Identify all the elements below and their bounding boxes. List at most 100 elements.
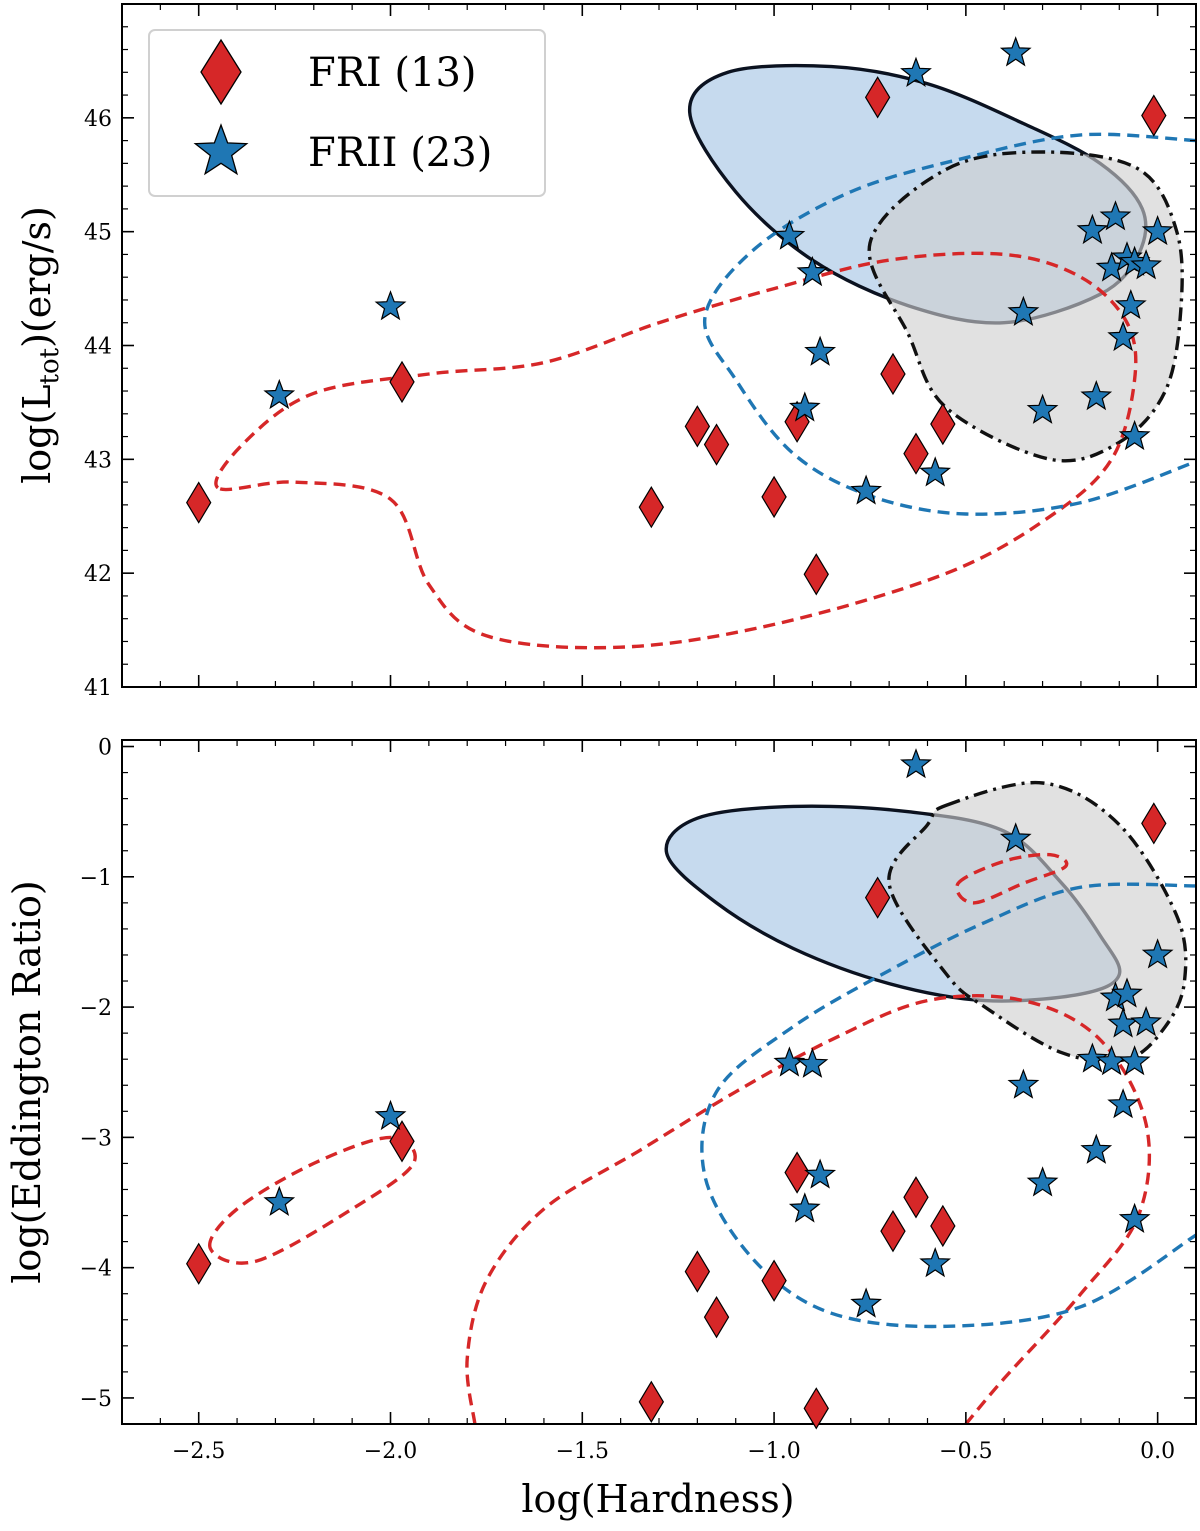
top-frii-point: [804, 335, 837, 366]
bottom-frii-point: [773, 1046, 806, 1077]
legend-label: FRII (23): [308, 130, 492, 176]
legend-frii-marker: [193, 123, 249, 176]
top-frii-point: [788, 391, 821, 422]
bottom-frii-point: [1080, 1133, 1113, 1164]
axes-layer: 41 42 43 44 45 46 −5 −4 −3 −2 −1 0 −2.5 −2.0 −1.5 −1.0 −…: [80, 3, 1197, 1464]
bottom-frii-point: [1007, 1068, 1040, 1099]
bottom-x-tick-label: −2.5: [172, 1439, 225, 1464]
top-frii-contour: [703, 132, 1196, 516]
bottom-fri-point: [930, 1204, 956, 1248]
bottom-frii-point: [1118, 1202, 1151, 1233]
bottom-fri-large-contour: [465, 994, 1152, 1424]
contour-layer: [208, 63, 1196, 1424]
bottom-fri-point: [186, 1242, 212, 1285]
bottom-fri-point: [903, 1176, 929, 1219]
bottom-x-tick-label: −0.5: [939, 1439, 992, 1464]
bottom-frii-point: [1111, 977, 1143, 1008]
top-frii-point: [1130, 249, 1163, 280]
bottom-frii-point: [1026, 1166, 1059, 1197]
top-frii-point: [1114, 288, 1147, 320]
bottom-fri-tiny-contour: [955, 852, 1069, 905]
bottom-fri-point: [761, 1259, 787, 1302]
top-y-tick-label: 43: [84, 448, 112, 473]
bottom-frii-point: [804, 1158, 837, 1189]
top-fri-point: [930, 402, 956, 446]
top-fri-contour: [214, 251, 1138, 650]
bottom-x-tick-label: −1.0: [747, 1439, 800, 1464]
bottom-y-axis-label: log(Eddington Ratio): [5, 880, 49, 1284]
top-frii-point: [374, 290, 407, 321]
top-fri-point: [186, 481, 212, 524]
top-y-axis-label: log(Ltot)(erg/s): [15, 206, 65, 484]
x-axis-label: log(Hardness): [521, 1477, 794, 1521]
bottom-x-tick-label: −1.5: [556, 1439, 609, 1464]
bottom-fri-point: [638, 1380, 665, 1424]
bottom-frii-point: [999, 822, 1032, 853]
bottom-y-tick-label: −5: [80, 1387, 112, 1412]
bottom-frii-point: [1107, 1088, 1140, 1119]
bottom-y-tick-label: −2: [80, 996, 112, 1021]
top-frii-point: [900, 56, 932, 87]
bottom-frii-point: [1130, 1005, 1163, 1037]
top-frii-point: [1118, 419, 1151, 451]
bottom-frii-point: [796, 1047, 829, 1078]
legend-box: [148, 29, 546, 197]
legend: FRI (13) FRII (23): [148, 29, 546, 197]
top-frii-point: [1111, 241, 1143, 272]
top-fri-point: [389, 360, 415, 404]
top-frii-point: [1076, 213, 1109, 245]
points-layer: [186, 36, 1174, 1430]
bottom-frii-point: [374, 1099, 407, 1131]
top-fri-point: [684, 405, 711, 448]
bottom-frii-point: [1118, 1045, 1151, 1076]
top-y-tick-label: 46: [84, 107, 112, 132]
top-frii-point: [919, 456, 952, 487]
bottom-frii-point: [1076, 1042, 1109, 1073]
bottom-fri-point: [864, 876, 891, 919]
top-fri-point: [903, 432, 929, 475]
top-y-tick-label: 41: [84, 676, 112, 701]
bottom-y-tick-label: 0: [98, 736, 112, 761]
top-frii-point: [1107, 320, 1140, 352]
bottom-y-tick-label: −4: [80, 1257, 112, 1282]
bottom-fri-point: [684, 1250, 711, 1293]
top-fri-point: [880, 352, 906, 396]
legend-label: FRI (13): [308, 50, 477, 96]
top-frii-point: [263, 378, 296, 410]
bottom-fri-point: [803, 1387, 829, 1430]
top-frii-point: [1099, 200, 1132, 231]
axis-labels: log(Ltot)(erg/s) log(Eddington Ratio) lo…: [5, 206, 795, 1521]
bottom-x-tick-label: −2.0: [364, 1439, 417, 1464]
top-y-tick-label: 44: [84, 335, 112, 360]
bottom-y-tick-label: −3: [80, 1126, 112, 1151]
bottom-fri-point: [703, 1295, 730, 1339]
bottom-frii-point: [900, 748, 932, 779]
bottom-frii-point: [850, 1287, 883, 1318]
top-y-tick-label: 42: [84, 562, 112, 587]
bottom-contours: [208, 780, 1196, 1424]
top-frii-point: [773, 219, 806, 250]
top-fri-point: [638, 485, 665, 529]
top-frii-point: [1080, 379, 1113, 411]
top-frii-point: [1026, 393, 1059, 424]
bottom-frii-point: [788, 1192, 821, 1223]
top-fri-point: [1141, 94, 1167, 137]
bottom-fri-point: [880, 1210, 906, 1253]
bottom-frii-point: [1141, 938, 1174, 969]
top-frii-point: [1007, 295, 1040, 326]
top-fri-point: [703, 423, 730, 466]
top-fri-point: [761, 475, 787, 519]
bottom-fri-point: [389, 1120, 415, 1163]
top-frii-point: [999, 36, 1032, 67]
top-fri-point: [864, 76, 891, 119]
bottom-fri-point: [784, 1151, 810, 1194]
bottom-fri-small-contour: [208, 1135, 417, 1265]
top-frii-point: [1141, 214, 1174, 246]
bottom-y-tick-label: −1: [80, 866, 112, 891]
legend-fri-marker: [200, 38, 242, 106]
top-fri-point: [803, 553, 829, 596]
top-frii-point: [796, 255, 829, 287]
bottom-x-tick-label: 0.0: [1140, 1439, 1175, 1464]
top-frii-point: [850, 474, 883, 505]
